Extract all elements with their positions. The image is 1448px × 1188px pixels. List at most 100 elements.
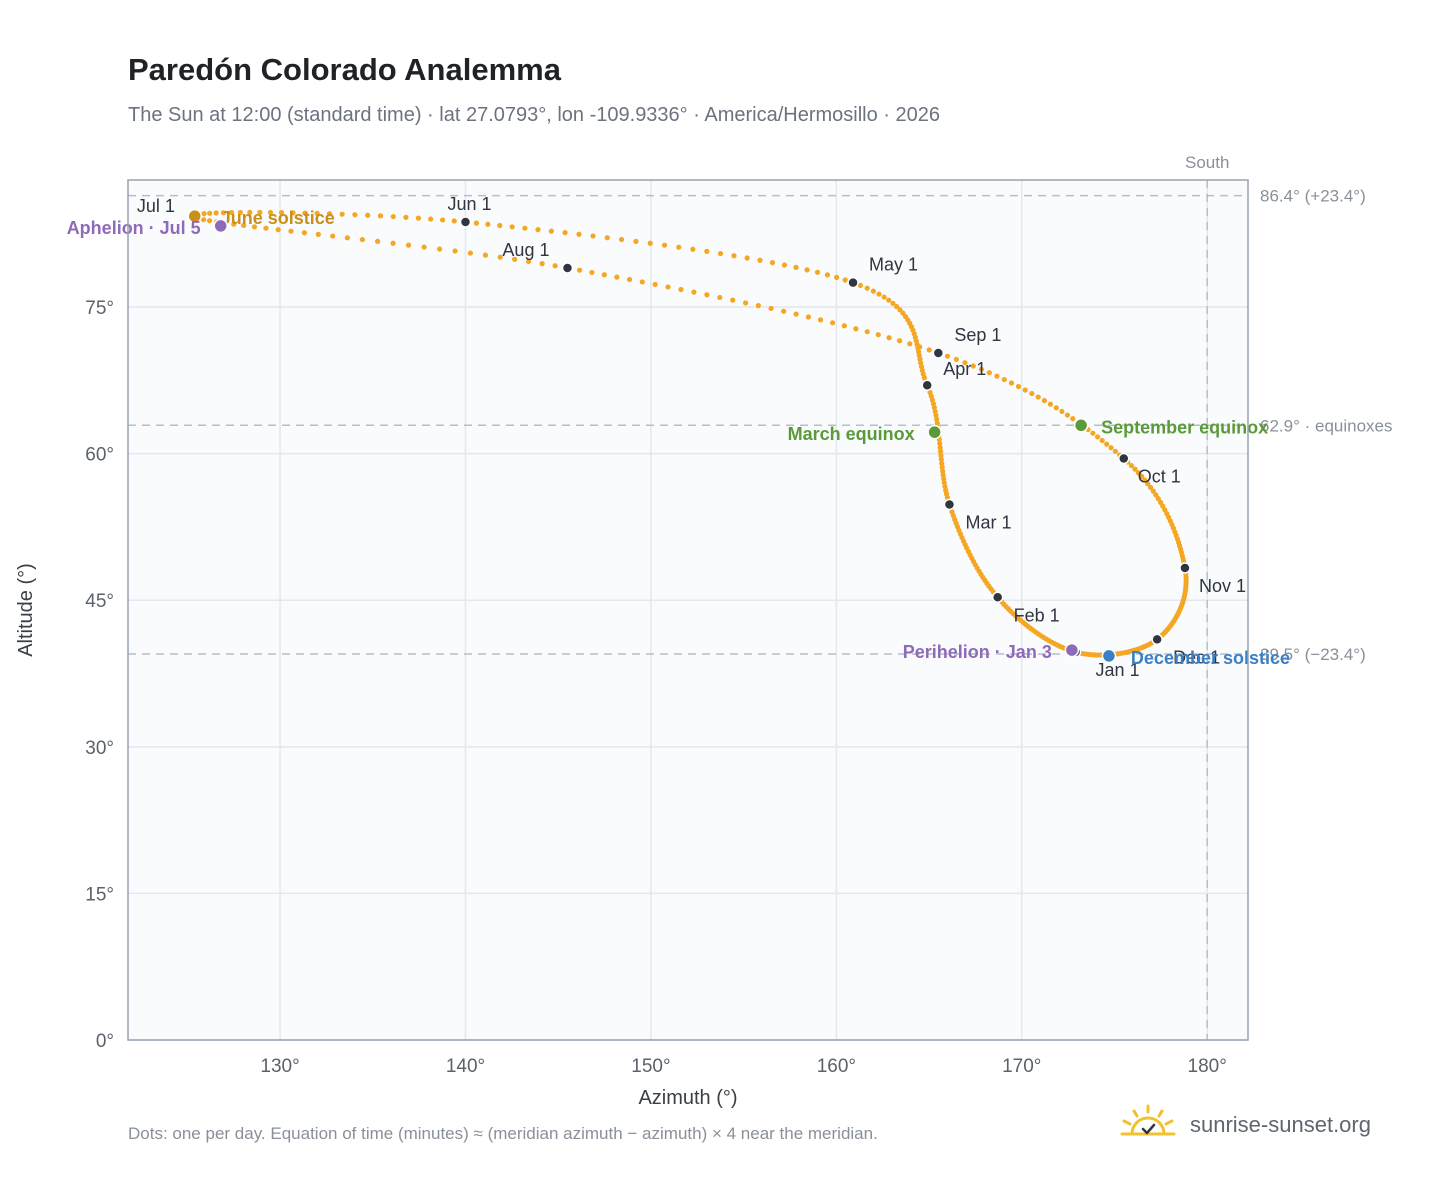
chart-title: Paredón Colorado Analemma [128,52,561,87]
daily-dot [704,248,710,254]
daily-dot [1108,445,1114,451]
y-tick-label: 60° [85,445,114,466]
event-marker [187,208,203,224]
daily-dot [842,277,848,283]
daily-dot [939,464,945,470]
daily-dot [365,212,371,218]
daily-dot [467,250,473,256]
daily-dot [201,211,207,217]
daily-dot [1132,466,1138,472]
daily-dot [676,244,682,250]
month-label: Aug 1 [502,240,549,260]
daily-dot [986,370,992,376]
daily-dot [1008,380,1015,386]
daily-dot [1112,448,1118,454]
daily-dot [678,286,684,293]
month-label: Jun 1 [447,194,491,214]
daily-dot [339,211,345,217]
month-label: Nov 1 [1199,576,1246,596]
brand-name: sunrise-sunset.org [1190,1112,1371,1137]
daily-dot [485,221,491,227]
daily-dot [647,240,653,246]
daily-dot [769,260,776,266]
daily-dot [1128,462,1134,469]
event-label: Aphelion · Jul 5 [67,218,201,238]
daily-dot [618,236,625,243]
daily-dot [1015,383,1022,390]
daily-dot [522,225,528,231]
daily-dot [390,213,396,220]
daily-dot [451,218,457,224]
daily-dot [626,276,633,283]
daily-dot [497,254,503,260]
daily-dot [1094,434,1101,440]
month-marker [943,498,956,511]
daily-dot [1150,488,1156,494]
daily-dot [817,317,824,323]
daily-dot [894,303,900,310]
daily-dot [1147,484,1154,491]
daily-dot [601,272,607,278]
daily-dot [661,242,668,248]
daily-dot [375,238,381,244]
daily-dot [781,308,787,314]
y-tick-label: 75° [85,298,114,319]
daily-dot [704,292,710,298]
x-axis-label: Azimuth (°) [638,1087,737,1109]
daily-dot [1053,405,1059,411]
daily-dot [970,363,976,369]
daily-dot [267,209,274,216]
daily-dot [1104,441,1110,447]
daily-dot [953,356,959,363]
month-label: Sep 1 [954,325,1001,345]
altitude-reference-label: 86.4° (+23.4°) [1260,187,1366,206]
daily-dot [290,210,296,216]
brand[interactable]: sunrise-sunset.org [1120,1104,1400,1148]
event-markers: June solstice December solstice March equi… [67,208,1290,668]
daily-dot [731,253,737,259]
daily-dot [937,448,944,455]
month-label: Apr 1 [943,359,986,379]
daily-dot [881,294,887,300]
y-tick-label: 45° [85,591,114,612]
daily-dot [805,314,812,320]
daily-dot [857,282,864,288]
daily-dot [497,222,503,229]
daily-dot [937,440,943,447]
daily-dot [576,267,583,273]
daily-dot [994,373,1000,379]
daily-dot [344,235,350,241]
chart-subtitle: The Sun at 12:00 (standard time) · lat 2… [128,104,940,126]
daily-dot [742,300,749,306]
daily-dot [926,347,932,353]
daily-dot [941,476,947,482]
daily-dot [257,209,263,216]
daily-dot [314,210,320,216]
month-label: Feb 1 [1014,605,1060,625]
x-tick-label: 130° [260,1056,299,1077]
daily-dot [939,460,945,467]
daily-dot [201,217,207,223]
daily-dot [1041,398,1047,404]
daily-dot [614,274,620,280]
plot-background [128,180,1248,1040]
daily-dot [552,263,558,269]
daily-dot [1064,412,1071,418]
event-label: June solstice [221,208,335,228]
daily-dot [1099,437,1105,444]
daily-dot [452,248,458,254]
daily-dot [864,285,870,291]
daily-dot [886,335,892,341]
daily-dot [691,289,697,295]
month-marker [847,276,859,289]
daily-dot [1142,477,1148,483]
x-tick-label: 150° [631,1056,670,1077]
daily-dot [864,329,870,335]
daily-dot [717,250,724,257]
daily-dot [403,214,409,220]
month-marker [459,216,472,228]
plot-frame [127,179,1249,1041]
month-label: Jul 1 [137,196,175,216]
reference-lines: South 86.4° (+23.4°) 62.9° · equinoxes 39.5… [128,153,1393,1040]
daily-dot [330,233,336,239]
